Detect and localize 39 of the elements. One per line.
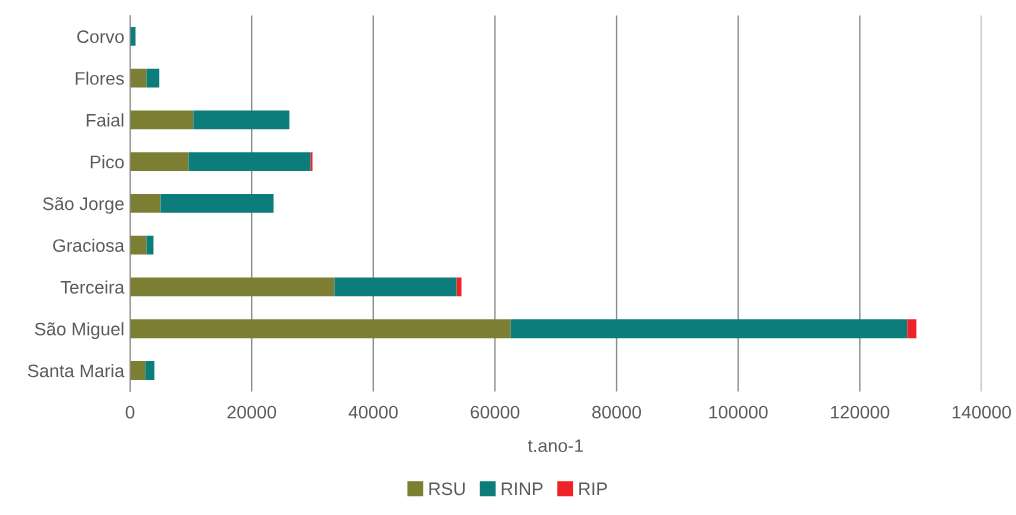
x-tick-label: 140000 xyxy=(952,405,1011,419)
bar xyxy=(146,68,160,88)
x-tick-label: 80000 xyxy=(592,405,641,419)
x-tick-label: 0 xyxy=(125,405,135,419)
y-tick-label: Terceira xyxy=(60,280,125,294)
bar xyxy=(510,319,908,339)
bar xyxy=(334,277,457,297)
bar xyxy=(130,110,194,130)
bar xyxy=(130,68,147,88)
y-tick-label: Graciosa xyxy=(53,238,125,252)
y-tick-label: Santa Maria xyxy=(27,363,125,378)
bar xyxy=(193,110,290,130)
bar xyxy=(130,235,147,255)
bar xyxy=(160,194,274,213)
bar xyxy=(130,361,146,380)
bar xyxy=(130,194,161,213)
y-tick-label: Corvo xyxy=(77,30,124,44)
y-tick-label: Flores xyxy=(75,71,124,85)
y-tick-label: São Jorge xyxy=(43,197,124,214)
bar xyxy=(130,319,511,339)
bar xyxy=(130,152,189,172)
bar xyxy=(907,319,917,339)
y-tick-label: Pico xyxy=(90,155,124,169)
y-tick-label: Faial xyxy=(86,113,124,127)
bar xyxy=(130,277,335,297)
legend-label: RSU xyxy=(429,482,465,496)
bar xyxy=(146,235,154,255)
x-tick-label: 60000 xyxy=(470,405,520,419)
bar xyxy=(145,361,155,380)
x-axis-title: t.ano-1 xyxy=(527,439,583,453)
bar xyxy=(188,152,311,172)
x-tick-label: 20000 xyxy=(227,405,277,419)
x-tick-label: 40000 xyxy=(348,405,398,419)
x-tick-label: 120000 xyxy=(831,405,890,419)
y-tick-label: São Miguel xyxy=(34,322,124,340)
legend-label: RINP xyxy=(501,482,543,495)
x-tick-label: 100000 xyxy=(709,405,768,419)
bar xyxy=(130,26,136,46)
legend-label: RIP xyxy=(579,482,607,495)
